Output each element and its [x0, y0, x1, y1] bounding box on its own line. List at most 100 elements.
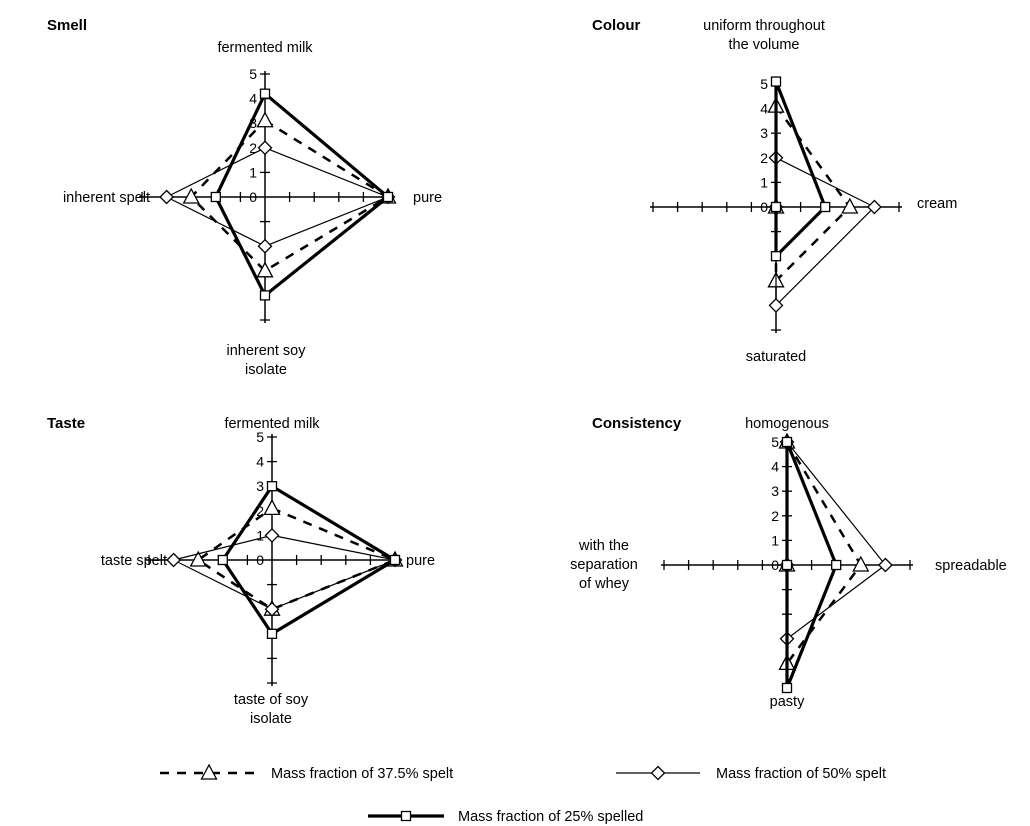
- data-point-s25-right: [389, 554, 401, 566]
- series-s50: [159, 140, 396, 254]
- axis-label-left: taste spelt: [101, 553, 167, 569]
- tick-label: 5: [256, 429, 264, 445]
- data-point-s375-left: [182, 187, 200, 204]
- data-point-s25-down: [770, 251, 782, 262]
- tick-label: 1: [760, 174, 768, 190]
- series-s25: [781, 436, 842, 694]
- radar-chart-3: Consistency 0 1 2 3 4 5 homogenous spreadable pas…: [570, 415, 1007, 710]
- tick-label: 2: [249, 140, 257, 156]
- tick-label: 0: [760, 199, 768, 215]
- tick-label: 4: [771, 459, 779, 475]
- series-s375: [767, 96, 859, 288]
- data-point-s50-down: [264, 601, 280, 617]
- series-line-s375: [189, 119, 391, 273]
- tick-label: 2: [771, 508, 779, 524]
- axis-label-right: cream: [917, 196, 957, 212]
- axes: [139, 71, 391, 323]
- data-point-s25-up: [259, 88, 271, 99]
- data-point-s25-right: [382, 191, 394, 203]
- series-line-s375: [774, 102, 852, 284]
- tick-label: 3: [256, 478, 264, 494]
- data-point-s375-down: [256, 261, 274, 278]
- radar-chart-0: Smell 0 1 2 3 4 5 fermented milk pure inherent so…: [47, 17, 442, 378]
- data-point-s375-right: [841, 197, 859, 214]
- data-point-s50-down: [257, 238, 273, 254]
- legend-item-s25: Mass fraction of 25% spelled: [368, 809, 643, 825]
- series-line-s50: [171, 534, 398, 610]
- legend-item-s50: Mass fraction of 50% spelt: [616, 765, 886, 782]
- axis-label-up: fermented milk: [224, 416, 320, 432]
- tick-label: 5: [771, 434, 779, 450]
- tick-label: 1: [771, 532, 779, 548]
- series-s25: [770, 76, 831, 262]
- data-point-s25-down: [781, 682, 793, 694]
- legend-label: Mass fraction of 37.5% spelt: [271, 766, 453, 782]
- series-line-s375: [195, 506, 399, 611]
- axis-label-right: pure: [406, 553, 435, 569]
- tick-label: 2: [256, 503, 264, 519]
- data-point-s25-up: [770, 76, 782, 87]
- tick-label: 1: [256, 527, 264, 543]
- axis-label-down: inherent soy isolate: [227, 343, 307, 378]
- axis-label-up: fermented milk: [217, 40, 313, 56]
- tick-label: 4: [256, 454, 264, 470]
- tick-label: 3: [760, 125, 768, 141]
- data-point-s50-up: [257, 140, 273, 156]
- tick-label: 0: [771, 557, 779, 573]
- axis-label-up: uniform throughout the volume: [703, 18, 825, 53]
- data-point-s50-up: [264, 527, 280, 543]
- data-point-s25-left: [217, 554, 228, 566]
- axis-label-left: inherent spelt: [63, 190, 150, 206]
- legend-marker: [200, 763, 218, 780]
- legend-marker: [650, 765, 666, 781]
- data-point-s25-right: [831, 559, 842, 571]
- chart-title: Taste: [47, 415, 85, 432]
- data-point-s25-down: [259, 290, 271, 301]
- data-point-s25-left: [770, 201, 782, 213]
- data-point-s25-up: [781, 436, 793, 448]
- axis-label-right: pure: [413, 190, 442, 206]
- chart-title: Colour: [592, 17, 640, 34]
- data-point-s25-down: [266, 628, 278, 639]
- axis-label-down: pasty: [770, 694, 805, 710]
- legend-label: Mass fraction of 50% spelt: [716, 766, 886, 782]
- tick-label: 0: [249, 189, 257, 205]
- legend-label: Mass fraction of 25% spelled: [458, 809, 643, 825]
- axis-label-left: with the separation of whey: [570, 538, 638, 592]
- axis-label-down: saturated: [746, 349, 806, 365]
- axis-label-down: taste of soy isolate: [234, 692, 309, 727]
- tick-label: 5: [249, 66, 257, 82]
- data-point-s375-up: [263, 498, 281, 515]
- chart-title: Consistency: [592, 415, 682, 432]
- legend-item-s375: Mass fraction of 37.5% spelt: [160, 763, 453, 782]
- data-point-s375-left: [189, 550, 207, 567]
- series-line-s25: [774, 80, 828, 261]
- legend-marker: [400, 810, 412, 822]
- chart-title: Smell: [47, 17, 87, 34]
- tick-label: 0: [256, 552, 264, 568]
- data-point-s25-left: [210, 191, 221, 203]
- series-s25: [217, 481, 401, 639]
- legend: Mass fraction of 37.5% spelt Mass fractio…: [160, 763, 886, 825]
- series-s25: [210, 88, 394, 301]
- series-line-s50: [786, 440, 887, 640]
- data-point-s25-right: [820, 201, 831, 213]
- data-point-s50-right: [866, 199, 882, 215]
- data-point-s25-left: [781, 559, 793, 571]
- tick-label: 3: [249, 115, 257, 131]
- tick-label: 3: [771, 483, 779, 499]
- radar-chart-1: Colour 0 1 2 3 4 5 uniform throughout the volume…: [592, 17, 957, 365]
- tick-label: 2: [760, 150, 768, 166]
- axis-label-up: homogenous: [745, 416, 829, 432]
- axes: [146, 434, 398, 686]
- tick-label: 4: [249, 91, 257, 107]
- series-line-s25: [214, 91, 391, 298]
- tick-label: 4: [760, 101, 768, 117]
- tick-label: 1: [249, 164, 257, 180]
- axis-label-right: spreadable: [935, 558, 1007, 574]
- data-point-s25-up: [266, 481, 278, 492]
- data-point-s375-right: [852, 555, 870, 572]
- data-point-s50-right: [877, 557, 893, 573]
- data-point-s50-down: [768, 297, 784, 313]
